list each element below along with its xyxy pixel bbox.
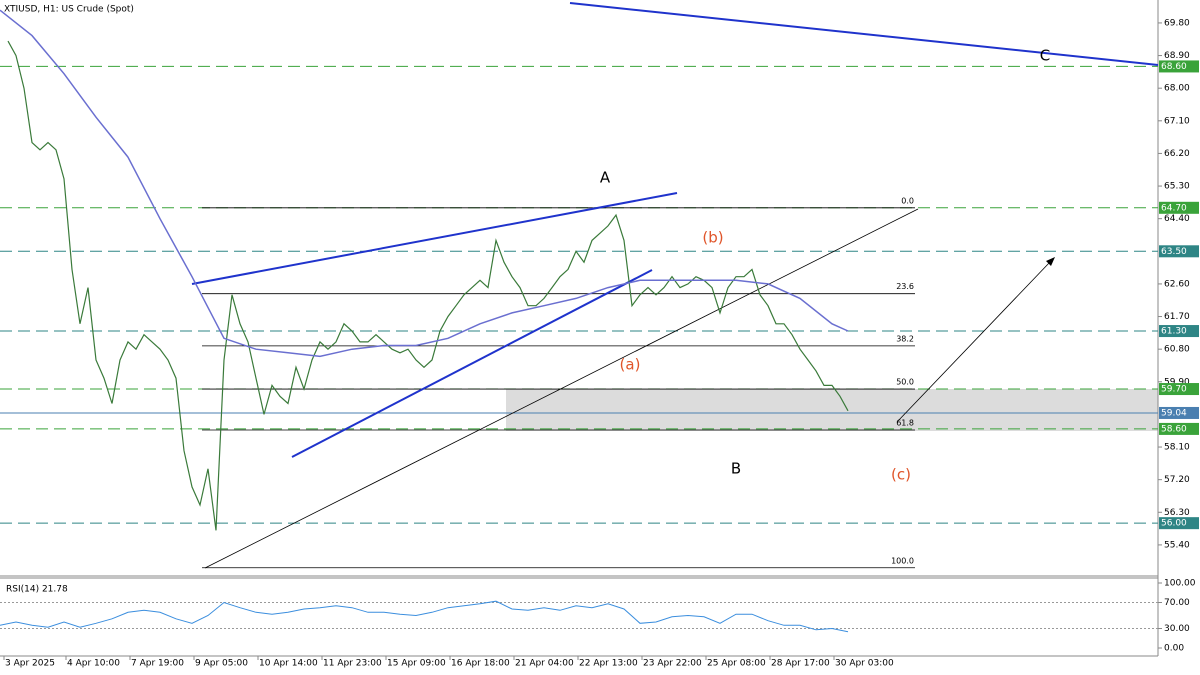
y-tick-label: 62.60 <box>1164 279 1190 289</box>
price-line <box>7 40 849 531</box>
level-label: 64.70 <box>1161 203 1187 213</box>
y-tick-label: 59.90 <box>1164 377 1190 387</box>
x-tick-label: 23 Apr 22:00 <box>643 659 702 669</box>
trendline <box>291 269 653 458</box>
y-tick-label: 66.20 <box>1164 149 1190 159</box>
y-tick-label: 67.10 <box>1164 116 1190 126</box>
wave-label: (c) <box>891 466 911 484</box>
current-price-bg <box>1159 406 1199 419</box>
moving-average <box>0 9 849 358</box>
fib-label: 23.6 <box>896 282 914 291</box>
trendline <box>204 208 919 569</box>
fib-label: 50.0 <box>896 378 914 387</box>
plot-layer <box>0 9 849 633</box>
fib-label: 0.0 <box>901 196 914 205</box>
x-tick-label: 9 Apr 05:00 <box>195 659 248 669</box>
fib-label: 38.2 <box>896 334 914 343</box>
x-tick-label: 28 Apr 17:00 <box>771 659 830 669</box>
level-label-bg <box>1159 325 1199 338</box>
current-price-label: 59.04 <box>1161 408 1187 418</box>
level-label: 59.70 <box>1161 385 1187 395</box>
wave-label: C <box>1040 47 1050 65</box>
y-tick-label: 68.90 <box>1164 51 1190 61</box>
trendline <box>569 2 1159 66</box>
y-tick-label: 56.30 <box>1164 508 1190 518</box>
level-label: 63.50 <box>1161 247 1187 257</box>
rsi-tick-label: 30.00 <box>1164 624 1190 634</box>
level-label-bg <box>1159 422 1199 435</box>
level-label-bg <box>1159 383 1199 396</box>
wave-label: A <box>600 169 611 187</box>
wave-label: (b) <box>702 229 723 247</box>
rsi-line <box>0 600 849 633</box>
rsi-tick-label: 100.00 <box>1164 579 1196 589</box>
level-label: 56.00 <box>1161 519 1187 529</box>
rsi-tick-label: 70.00 <box>1164 598 1190 608</box>
x-tick-label: 25 Apr 08:00 <box>707 659 766 669</box>
y-tick-label: 55.40 <box>1164 540 1190 550</box>
x-tick-label: 30 Apr 03:00 <box>835 659 894 669</box>
y-tick-label: 57.20 <box>1164 475 1190 485</box>
x-tick-label: 7 Apr 19:00 <box>131 659 184 669</box>
x-tick-label: 4 Apr 10:00 <box>67 659 120 669</box>
rsi-tick-label: 0.00 <box>1164 644 1184 654</box>
support-zone <box>506 389 1158 431</box>
level-label-bg <box>1159 201 1199 214</box>
level-label: 68.60 <box>1161 62 1187 72</box>
projection-arrow <box>896 261 1051 423</box>
x-tick-label: 22 Apr 13:00 <box>579 659 638 669</box>
y-tick-label: 68.00 <box>1164 84 1190 94</box>
level-label-bg <box>1159 517 1199 530</box>
trendline <box>191 192 678 285</box>
x-tick-label: 15 Apr 09:00 <box>387 659 446 669</box>
level-label-bg <box>1159 245 1199 258</box>
y-tick-label: 58.10 <box>1164 443 1190 453</box>
level-label: 58.60 <box>1161 424 1187 434</box>
y-tick-label: 64.40 <box>1164 214 1190 224</box>
y-tick-label: 61.70 <box>1164 312 1190 322</box>
x-tick-label: 10 Apr 14:00 <box>259 659 318 669</box>
level-label: 61.30 <box>1161 327 1187 337</box>
rsi-label: RSI(14) 21.78 <box>6 585 68 595</box>
y-tick-label: 69.80 <box>1164 18 1190 28</box>
chart-title: XTIUSD, H1: US Crude (Spot) <box>4 5 134 15</box>
wave-label: B <box>731 460 741 478</box>
x-tick-label: 3 Apr 2025 <box>5 659 55 669</box>
y-tick-label: 60.80 <box>1164 345 1190 355</box>
y-tick-label: 65.30 <box>1164 182 1190 192</box>
x-tick-label: 16 Apr 18:00 <box>451 659 510 669</box>
level-label-bg <box>1159 60 1199 73</box>
x-tick-label: 21 Apr 04:00 <box>515 659 574 669</box>
wave-label: (a) <box>620 356 641 374</box>
fib-label: 61.8 <box>896 419 914 428</box>
levels-layer <box>0 65 1158 629</box>
x-tick-label: 11 Apr 23:00 <box>323 659 382 669</box>
arrow-head <box>1046 257 1055 266</box>
fib-label: 100.0 <box>891 556 914 565</box>
